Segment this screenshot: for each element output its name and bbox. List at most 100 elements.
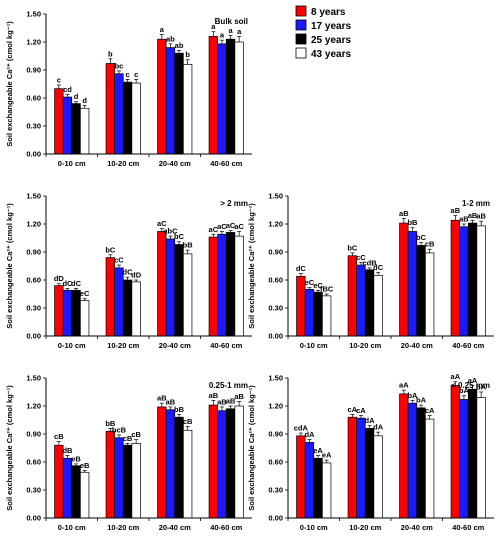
bar [225,38,236,155]
bar [157,231,167,337]
bar [459,399,469,519]
y-axis-label: Soil exchangeable Ca²⁺ (cmol kg⁻¹) [247,203,256,329]
bar [174,416,184,519]
x-tick-label: 10-20 cm [107,341,139,350]
data-label: bc [115,61,124,70]
y-tick-label: 0.90 [26,66,41,75]
x-tick-label: 20-40 cm [159,159,191,168]
data-label: a [160,25,165,34]
bar [217,410,227,519]
data-label: eA [322,451,332,460]
bar [208,36,219,155]
data-label: dA [304,430,315,439]
bar [322,295,332,337]
chart-panel: 0.000.300.600.901.201.500-10 cmcdAdAeAeA… [247,372,494,532]
y-tick-label: 1.50 [26,10,41,19]
bar [234,41,244,155]
bar [467,388,478,519]
data-label: aB [459,215,469,224]
bar [183,253,193,337]
data-label: dC [71,279,82,288]
data-label: bC [174,232,185,241]
data-label: eC [313,281,323,290]
y-tick-label: 0.30 [26,122,41,131]
bar [347,255,357,337]
data-label: c [125,70,129,79]
bar [399,393,409,519]
y-tick-label: 1.50 [268,192,283,201]
y-tick-label: 0.00 [268,514,283,523]
bar [105,430,116,519]
data-label: dA [373,423,384,432]
x-tick-label: 40-60 cm [210,523,242,532]
bar [114,73,124,155]
data-label: eA [313,446,323,455]
x-tick-label: 0-10 cm [300,523,328,532]
data-label: cB [183,417,193,426]
data-label: d [74,92,79,101]
data-label: fBC [320,285,334,294]
bar [71,465,81,519]
panel-title: < 0.25 mm [451,381,490,390]
data-label: bC [416,233,427,242]
data-label: cA [425,406,435,415]
bar [114,437,124,519]
x-tick-label: 40-60 cm [452,341,484,350]
x-tick-label: 10-20 cm [107,159,139,168]
data-label: abC [163,227,178,236]
bar [54,285,64,337]
bar [416,407,426,519]
bar [450,385,460,519]
data-label: bB [174,405,185,414]
bar [131,281,141,337]
data-label: cC [356,253,366,262]
data-label: b [185,50,190,59]
bar [356,417,366,519]
y-tick-label: 1.20 [26,220,41,229]
data-label: cB [425,240,435,249]
y-tick-label: 1.20 [26,38,41,47]
bar [54,444,64,519]
data-label: bB [183,241,194,250]
data-label: aA [399,381,409,390]
data-label: bA [476,383,487,392]
y-axis-label: Soil exchangeable Ca²⁺ (cmol kg⁻¹) [5,203,14,329]
legend-label: 43 years [311,49,351,60]
bar [79,471,90,519]
data-label: dC [62,279,73,288]
bar [373,435,383,519]
data-label: bC [347,243,358,252]
chart-panel: 0.000.300.600.901.201.500-10 cmdDdCdCeC1… [5,192,252,350]
y-tick-label: 0.60 [26,94,41,103]
bar [296,435,306,519]
bar [313,457,323,519]
data-label: cdA [294,424,309,433]
y-tick-label: 1.50 [268,374,283,383]
x-tick-label: 0-10 cm [58,159,86,168]
bar [304,288,315,337]
data-label: aB [226,397,236,406]
data-label: dB [62,446,73,455]
bar [425,418,435,519]
x-tick-label: 40-60 cm [452,523,484,532]
bar [373,274,383,337]
bar [450,219,460,337]
legend-label: 25 years [311,35,351,46]
data-label: aC [157,219,167,228]
panel-title: 1-2 mm [462,199,490,208]
y-tick-label: 1.20 [268,220,283,229]
bar [217,43,227,155]
y-tick-label: 0.60 [268,458,283,467]
bar [183,64,193,155]
y-tick-label: 0.60 [26,276,41,285]
data-label: a [220,31,225,40]
y-tick-label: 0.30 [268,486,283,495]
x-tick-label: 10-20 cm [107,523,139,532]
data-label: dA [365,416,376,425]
bar [347,416,357,519]
y-tick-label: 1.20 [26,402,41,411]
bar [122,81,133,155]
bar [71,103,81,155]
